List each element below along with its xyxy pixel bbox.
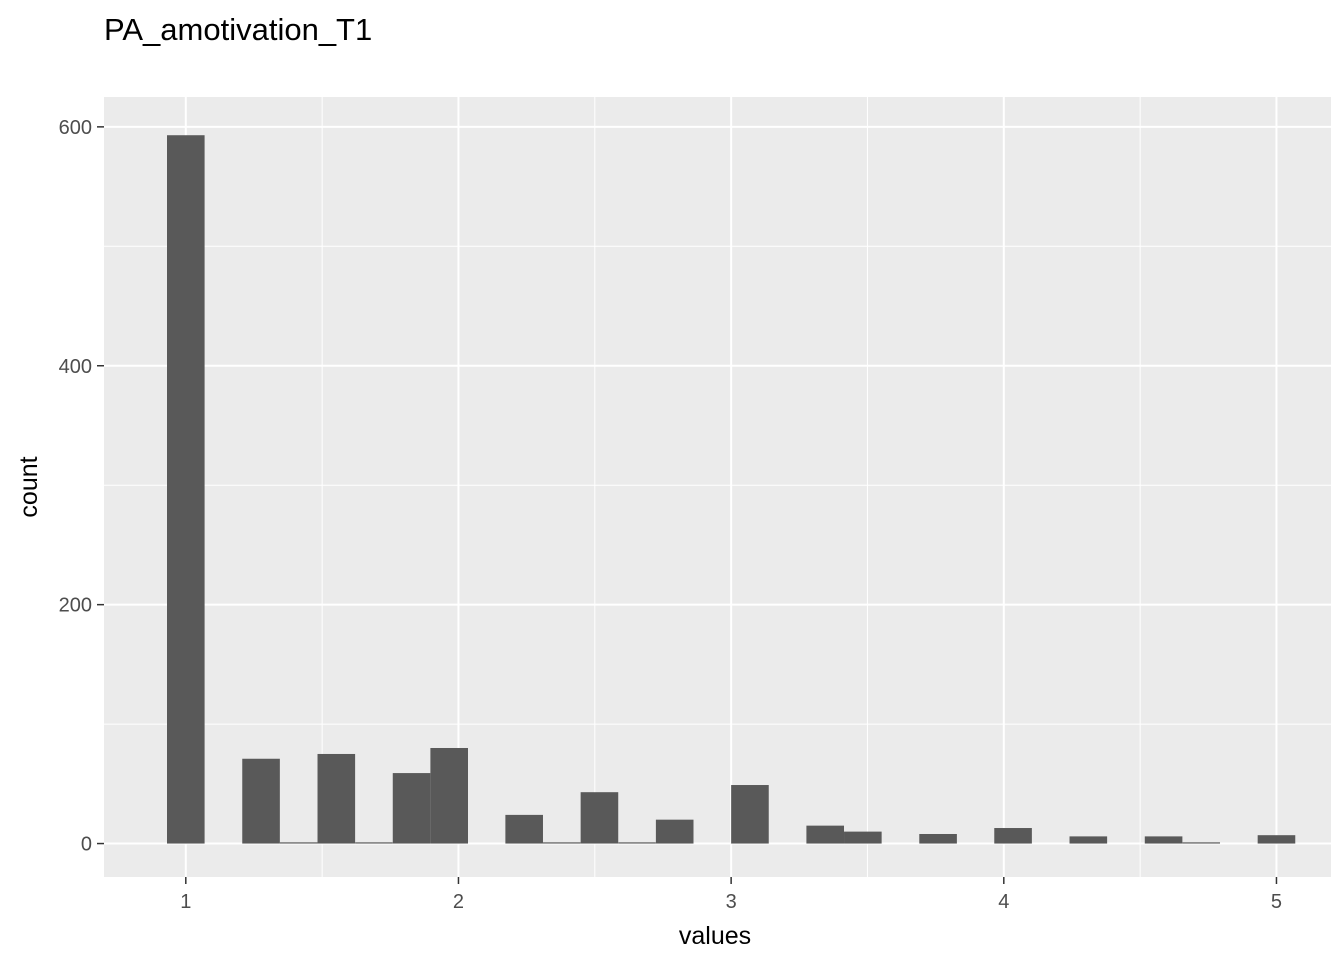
histogram-bar [580,792,619,844]
x-tick-label: 1 [180,891,191,913]
histogram-bar [430,747,468,844]
histogram-bar [505,814,543,844]
x-axis-title: values [679,922,751,950]
y-tick-label: 200 [59,595,92,617]
histogram-bar [806,825,845,844]
histogram-bar [1182,842,1221,844]
histogram-bar [844,831,882,844]
x-tick-label: 3 [726,891,737,913]
histogram-bar [317,753,356,844]
y-tick-label: 400 [59,356,92,378]
histogram-bar [242,758,280,844]
y-tick-label: 600 [59,117,92,139]
x-tick-label: 4 [998,891,1009,913]
histogram-bar [392,773,431,844]
histogram-bar [279,842,318,844]
x-axis: 1 2 3 4 5 [180,877,1282,913]
histogram-bar [355,842,393,844]
y-axis-title: count [15,456,43,517]
x-tick-label: 5 [1271,891,1282,913]
minor-grid [104,97,1331,877]
histogram-bar [1144,836,1183,844]
bars [166,135,1296,844]
y-axis: 0 200 400 600 [59,117,104,856]
histogram-bar [994,828,1032,844]
histogram-bar [1257,835,1296,844]
plot-panel [104,97,1331,877]
histogram-bar [543,842,581,844]
histogram-bar [919,833,957,844]
x-tick-label: 2 [453,891,464,913]
chart-title: PA_amotivation_T1 [104,12,372,47]
y-tick-label: 0 [81,834,92,856]
histogram-bar [731,785,769,844]
histogram-bar [1069,836,1108,844]
histogram-bar [655,819,694,844]
histogram-bar [166,135,205,844]
histogram-bar [618,842,656,844]
